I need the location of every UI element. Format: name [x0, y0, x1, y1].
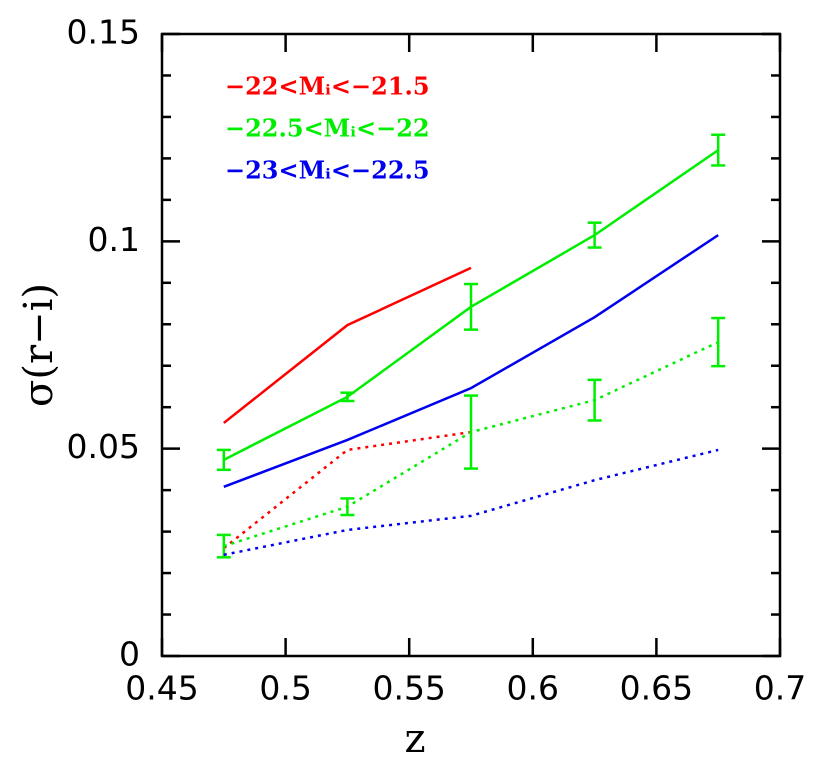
y-tick-label: 0 — [119, 635, 140, 674]
x-tick-label: 0.7 — [754, 669, 806, 708]
plot-frame — [160, 32, 782, 658]
solid-line — [223, 266, 472, 424]
dotted-line — [223, 448, 719, 557]
x-axis-label: z — [404, 716, 425, 762]
legend-label: −22.5<Mᵢ<−22 — [225, 114, 430, 143]
y-axis-label: σ(r−i) — [16, 283, 62, 407]
y-tick-label: 0.05 — [67, 427, 140, 466]
legend-label: −22<Mᵢ<−21.5 — [225, 72, 430, 101]
legend-label: −23<Mᵢ<−22.5 — [225, 156, 430, 185]
x-tick-label: 0.5 — [259, 669, 311, 708]
y-tick-label: 0.15 — [67, 13, 140, 52]
x-tick-label: 0.6 — [507, 669, 559, 708]
x-tick-label: 0.55 — [372, 669, 445, 708]
x-tick-label: 0.45 — [125, 669, 198, 708]
solid-line — [223, 234, 719, 488]
x-tick-label: 0.65 — [620, 669, 693, 708]
y-tick-label: 0.1 — [88, 220, 140, 259]
dotted-line — [223, 430, 472, 550]
